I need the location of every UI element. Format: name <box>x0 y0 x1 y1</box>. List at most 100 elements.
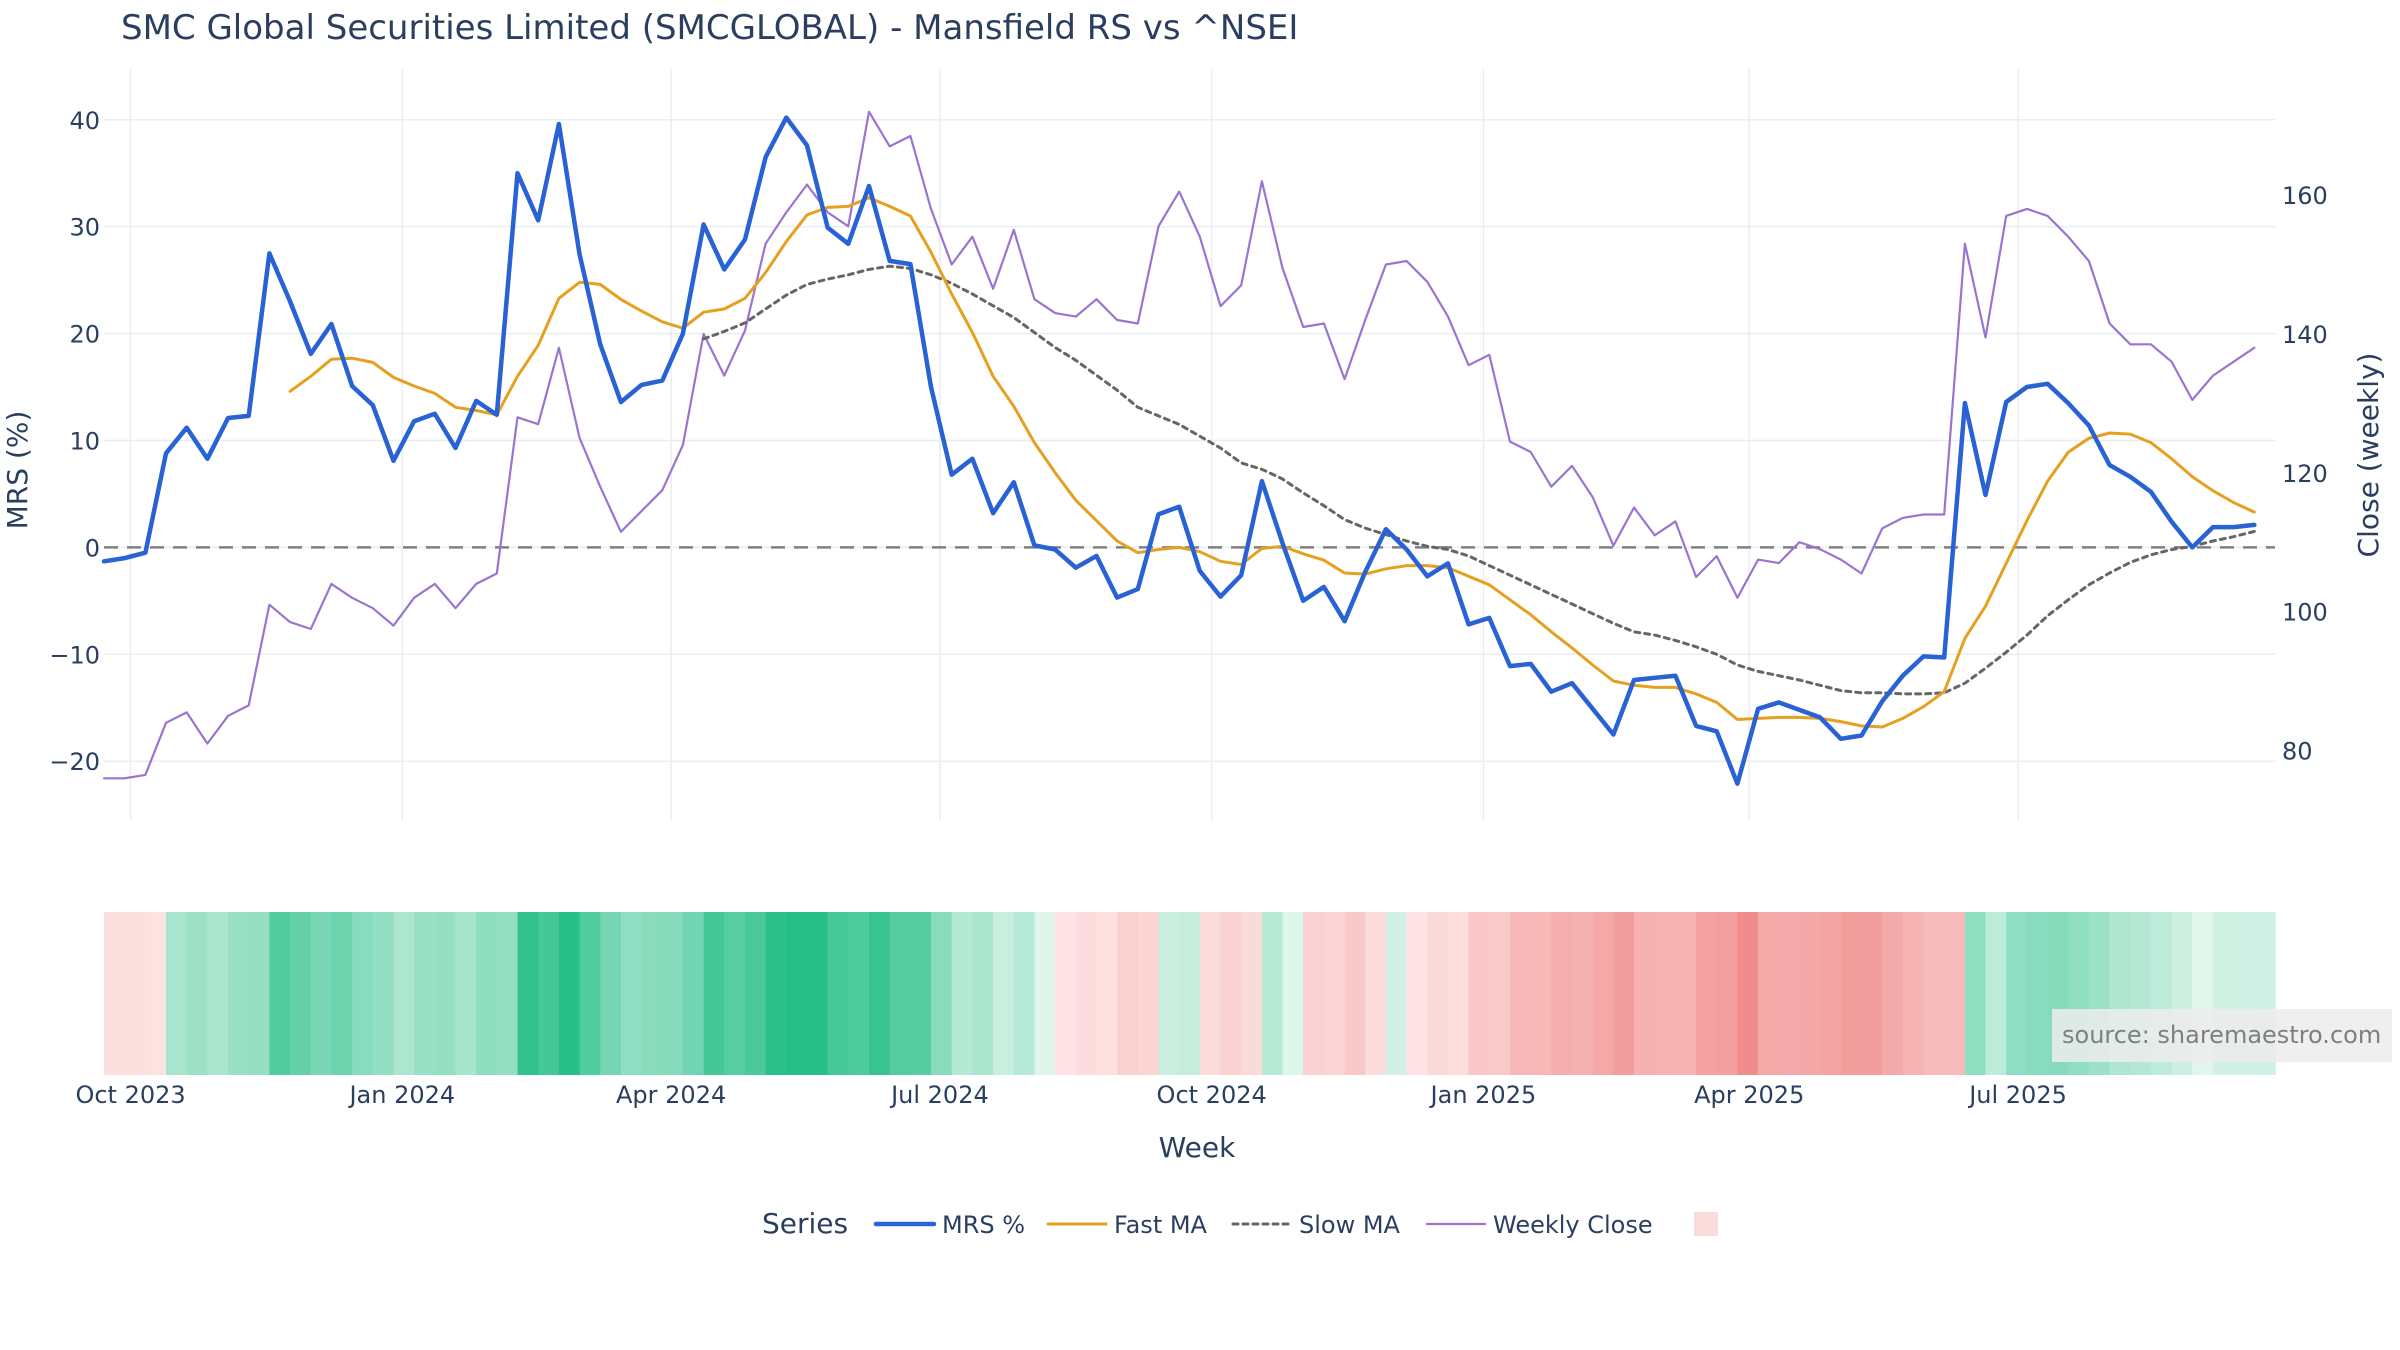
legend-label-fast: Fast MA <box>1114 1211 1208 1239</box>
y2-tick-label: 140 <box>2282 321 2328 349</box>
heatmap-cell <box>1675 912 1697 1075</box>
heatmap-cell <box>620 912 643 1075</box>
heatmap-cell <box>1013 912 1036 1075</box>
heatmap-cell <box>1344 912 1367 1075</box>
source-text: source: sharemaestro.com <box>2062 1021 2381 1049</box>
y2-tick-label: 120 <box>2282 460 2328 488</box>
heatmap-cell <box>1406 912 1429 1075</box>
heatmap-cell <box>1282 912 1304 1075</box>
y-tick-label: 10 <box>69 427 100 455</box>
y-tick-label: −10 <box>49 641 100 669</box>
legend-label-mrs: MRS % <box>942 1211 1025 1239</box>
axis-ticks: Oct 2023 Jan 2024 Apr 2024 Jul 2024 Oct 2024… <box>49 107 2327 1109</box>
y2-tick-label: 100 <box>2282 599 2328 627</box>
x-tick-label: Jul 2024 <box>889 1081 989 1109</box>
heatmap-cell <box>1840 912 1863 1075</box>
heatmap-cell <box>765 912 788 1075</box>
heatmap-cell <box>538 912 560 1075</box>
heatmap-cell <box>1220 912 1242 1075</box>
x-tick-label: Jan 2025 <box>1429 1081 1537 1109</box>
x-tick-label: Oct 2023 <box>75 1081 185 1109</box>
heatmap-cell <box>910 912 932 1075</box>
y2-tick-label: 80 <box>2282 738 2313 766</box>
heatmap-cell <box>145 912 167 1075</box>
heatmap-cell <box>207 912 229 1075</box>
heatmap-cell <box>248 912 271 1075</box>
y2-tick-label: 160 <box>2282 182 2328 210</box>
heatmap-cell <box>1551 912 1573 1075</box>
heatmap-cell <box>372 912 395 1075</box>
heatmap-cell <box>434 912 457 1075</box>
heatmap-cell <box>1530 912 1553 1075</box>
x-tick-label: Apr 2024 <box>616 1081 726 1109</box>
x-tick-label: Oct 2024 <box>1157 1081 1267 1109</box>
heatmap-cell <box>1323 912 1346 1075</box>
heatmap-cell <box>993 912 1015 1075</box>
heatmap-cell <box>166 912 188 1075</box>
heatmap-cell <box>1510 912 1532 1075</box>
heatmap-cell <box>104 912 126 1075</box>
heatmap-cell <box>889 912 912 1075</box>
y2-axis-title: Close (weekly) <box>2352 353 2385 558</box>
heatmap-cell <box>579 912 602 1075</box>
x-axis-title: Week <box>1159 1131 1236 1164</box>
heatmap-strip <box>104 912 2276 1075</box>
heatmap-cell <box>1902 912 1925 1075</box>
heatmap-cell <box>352 912 374 1075</box>
y-axis-title: MRS (%) <box>1 411 34 530</box>
legend-label-close: Weekly Close <box>1493 1211 1653 1239</box>
heatmap-cell <box>2026 912 2049 1075</box>
heatmap-cell <box>1055 912 1077 1075</box>
heatmap-cell <box>1737 912 1759 1075</box>
heatmap-cell <box>1696 912 1718 1075</box>
series-line-mrs <box>101 115 2257 786</box>
heatmap-cell <box>869 912 891 1075</box>
heatmap-cell <box>827 912 850 1075</box>
heatmap-cell <box>1303 912 1325 1075</box>
heatmap-cell <box>1758 912 1780 1075</box>
legend-title: Series <box>762 1207 848 1240</box>
heatmap-cell <box>1241 912 1263 1075</box>
heatmap-cell <box>1179 912 1201 1075</box>
heatmap-cell <box>455 912 477 1075</box>
heatmap-cell <box>1716 912 1739 1075</box>
legend-label-slow: Slow MA <box>1299 1211 1401 1239</box>
heatmap-cell <box>972 912 994 1075</box>
heatmap-cell <box>290 912 312 1075</box>
heatmap-cell <box>1923 912 1945 1075</box>
heatmap-cell <box>1799 912 1821 1075</box>
heatmap-cell <box>1654 912 1677 1075</box>
heatmap-cell <box>848 912 870 1075</box>
heatmap-cell <box>1199 912 1222 1075</box>
heatmap-cell <box>186 912 209 1075</box>
chart-title: SMC Global Securities Limited (SMCGLOBAL… <box>121 8 1298 48</box>
heatmap-cell <box>1137 912 1160 1075</box>
heatmap-cell <box>662 912 684 1075</box>
y-tick-label: 20 <box>69 321 100 349</box>
series-line-close <box>102 110 2256 780</box>
series-line-fast <box>288 196 2256 729</box>
heatmap-cell <box>331 912 353 1075</box>
heatmap-cell <box>124 912 147 1075</box>
heatmap-cell <box>724 912 746 1075</box>
heatmap-cell <box>517 912 539 1075</box>
heatmap-cell <box>807 912 829 1075</box>
heatmap-cell <box>1985 912 2007 1075</box>
heatmap-cell <box>269 912 291 1075</box>
heatmap-cell <box>1820 912 1842 1075</box>
heatmap-cell <box>1778 912 1801 1075</box>
heatmap-cell <box>558 912 581 1075</box>
y-tick-label: 40 <box>69 107 100 135</box>
heatmap-cell <box>496 912 519 1075</box>
heatmap-cell <box>1861 912 1883 1075</box>
heatmap-cell <box>1572 912 1594 1075</box>
heatmap-cell <box>1964 912 1987 1075</box>
y-tick-label: −20 <box>49 748 100 776</box>
heatmap-cell <box>1385 912 1408 1075</box>
x-tick-label: Apr 2025 <box>1694 1081 1804 1109</box>
heatmap-cell <box>951 912 974 1075</box>
heatmap-cell <box>1096 912 1118 1075</box>
y-tick-label: 30 <box>69 214 100 242</box>
heatmap-cell <box>310 912 333 1075</box>
